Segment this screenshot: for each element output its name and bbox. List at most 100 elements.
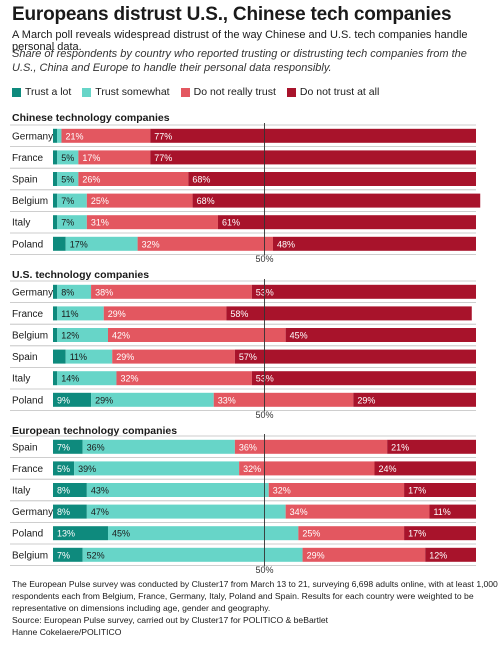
panel-3-bar-trust-somewhat xyxy=(74,461,240,476)
legend: Trust a lot Trust somewhat Do not really… xyxy=(12,86,390,98)
panel-2-data-label: 29% xyxy=(108,309,126,319)
panel-3-data-label: 13% xyxy=(57,529,75,539)
footer-credit: Hanne Cokelaere/POLITICO xyxy=(12,627,122,637)
panel-3-data-label: 36% xyxy=(239,442,257,452)
panel-2-bar-trust-somewhat xyxy=(57,306,104,321)
panel-3-bar-trust-a-lot xyxy=(53,461,75,476)
footer-methodology-3: representative on dimensions including a… xyxy=(12,603,271,613)
legend-swatch-not-really xyxy=(180,87,190,97)
panel-3-data-label: 24% xyxy=(378,464,396,474)
panel-2-bar-trust-a-lot xyxy=(53,392,92,407)
panel-3-bar-trust-a-lot xyxy=(53,526,108,541)
panel-3-category-label: Belgium xyxy=(12,550,48,561)
panel-2-data-label: 11% xyxy=(61,309,78,319)
legend-swatch-trust-somewhat xyxy=(82,87,92,97)
panel-3-bar-trust-somewhat xyxy=(82,547,303,562)
panel-1-bar-not-really xyxy=(78,150,151,165)
panel-1-data-label: 77% xyxy=(154,153,172,163)
panel-3-bar-not-really xyxy=(285,504,430,519)
panel-3-bar-trust-somewhat xyxy=(107,526,299,541)
panel-3-data-label: 17% xyxy=(408,529,426,539)
footer-methodology-2: respondents each from Belgium, France, G… xyxy=(12,591,474,601)
footer-methodology-1: The European Pulse survey was conducted … xyxy=(12,579,498,589)
panel-3-bar-trust-a-lot xyxy=(53,439,83,454)
panel-3-bar-not-at-all xyxy=(404,483,476,497)
panel-3-data-label: 7% xyxy=(57,442,70,452)
legend-item-not-really: Do not really trust xyxy=(180,86,276,98)
panel-3-bar-not-at-all xyxy=(429,504,476,519)
panel-3-category-label: France xyxy=(12,464,44,475)
panel-2-bar-not-at-all xyxy=(251,284,476,299)
panel-2-bar-not-really xyxy=(107,328,286,342)
legend-label-not-at-all: Do not trust at all xyxy=(299,86,380,98)
panel-3-bar-not-really xyxy=(298,526,405,541)
panel-2-category-label: Belgium xyxy=(12,331,48,342)
panel-1-data-label: 77% xyxy=(154,131,172,141)
panel-1-data-label: 17% xyxy=(70,239,88,249)
chart-note: Share of respondents by country who repo… xyxy=(12,48,467,74)
panel-3-data-label: 25% xyxy=(302,529,320,539)
panel-2-bar-not-at-all xyxy=(251,371,476,386)
panel-1-data-label: 7% xyxy=(61,218,74,228)
panel-1-bar-trust-somewhat xyxy=(57,128,62,143)
panel-3-bar-trust-somewhat xyxy=(86,483,269,497)
footer-source: Source: European Pulse survey, carried o… xyxy=(12,615,329,625)
panel-1-bar-not-at-all xyxy=(272,236,476,251)
panel-2-bar-trust-a-lot xyxy=(53,371,58,386)
panel-1-bar-trust-somewhat xyxy=(65,236,138,251)
panel-1-data-label: 5% xyxy=(61,175,74,185)
panel-1-data-label: 21% xyxy=(65,131,83,141)
panel-2-bar-not-really xyxy=(91,284,252,299)
panel-2-data-label: 42% xyxy=(112,331,130,341)
panel-1-bar-trust-a-lot xyxy=(53,128,58,143)
panel-2-bar-not-at-all xyxy=(285,328,476,342)
chart-subtitle: A March poll reveals widespread distrust… xyxy=(12,29,468,53)
panel-2-bar-not-at-all xyxy=(353,392,476,407)
panel-3-bar-not-really xyxy=(268,483,405,497)
panel-1-bar-trust-a-lot xyxy=(53,172,58,186)
legend-item-not-at-all: Do not trust at all xyxy=(286,86,380,98)
panel-3-category-label: Spain xyxy=(12,442,38,453)
panel-3-data-label: 17% xyxy=(408,486,426,496)
panel-1-fifty-percent-label: 50% xyxy=(255,254,273,264)
panel-2-bar-trust-a-lot xyxy=(53,306,58,321)
panel-1-bar-not-at-all xyxy=(217,215,476,230)
panel-3-bar-trust-a-lot xyxy=(53,547,83,562)
panel-3-category-label: Italy xyxy=(12,486,30,497)
panel-3-data-label: 21% xyxy=(391,442,409,452)
panel-2-bar-trust-a-lot xyxy=(53,284,58,299)
panel-1-bar-not-really xyxy=(61,128,151,143)
legend-label-trust-a-lot: Trust a lot xyxy=(25,86,72,98)
panel-2-bar-trust-a-lot xyxy=(53,328,58,342)
panel-2-data-label: 33% xyxy=(218,395,236,405)
panel-1-data-label: 7% xyxy=(61,196,74,206)
panel-2-title: U.S. technology companies xyxy=(12,269,149,281)
panel-2-fifty-percent-label: 50% xyxy=(255,410,273,420)
panel-1-category-label: Spain xyxy=(12,175,38,186)
panel-2-data-label: 45% xyxy=(290,331,308,341)
panel-2-bar-not-really xyxy=(103,306,227,321)
panel-3-data-label: 8% xyxy=(57,486,70,496)
panel-2-data-label: 29% xyxy=(95,395,113,405)
panel-3-bar-not-really xyxy=(234,439,388,454)
panel-3-data-label: 32% xyxy=(273,486,291,496)
panel-2-data-label: 29% xyxy=(357,395,375,405)
panel-2-bar-trust-somewhat xyxy=(57,284,92,299)
panel-1-category-label: Germany xyxy=(12,131,53,142)
panel-2-category-label: Poland xyxy=(12,395,43,406)
panel-3-fifty-percent-label: 50% xyxy=(255,565,273,575)
panel-1-bar-trust-a-lot xyxy=(53,236,66,251)
panel-3-data-label: 45% xyxy=(112,529,130,539)
panel-3-data-label: 52% xyxy=(87,550,105,560)
panel-2-data-label: 14% xyxy=(61,374,79,384)
panel-1-bar-trust-a-lot xyxy=(53,150,58,165)
panel-3-category-label: Poland xyxy=(12,529,43,540)
panel-3-bar-not-at-all xyxy=(425,547,476,562)
panel-1-data-label: 48% xyxy=(277,239,295,249)
panel-1-data-label: 26% xyxy=(82,175,100,185)
panel-2-data-label: 58% xyxy=(230,309,248,319)
panel-2-bar-trust-somewhat xyxy=(91,392,214,407)
panel-1-bar-not-at-all xyxy=(150,150,477,165)
panel-3-bar-trust-a-lot xyxy=(53,504,87,519)
panel-2-data-label: 57% xyxy=(239,352,257,362)
